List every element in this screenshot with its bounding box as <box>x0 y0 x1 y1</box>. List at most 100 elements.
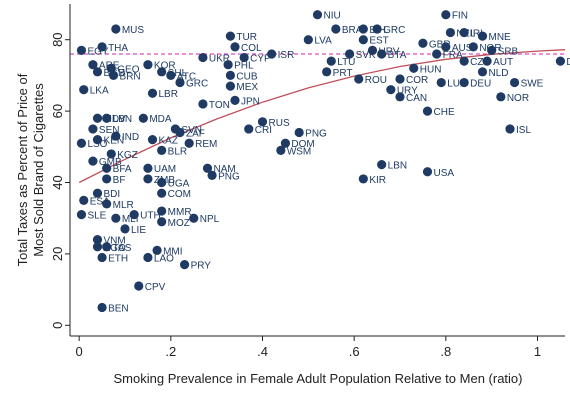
data-point <box>331 24 341 34</box>
data-point <box>92 135 103 145</box>
data-point <box>459 77 469 88</box>
data-point <box>459 56 469 66</box>
point-label: CHE <box>434 107 455 118</box>
data-point <box>138 113 148 123</box>
point-label: LBR <box>159 89 178 100</box>
point-label: GEO <box>117 64 139 75</box>
data-point <box>280 138 291 148</box>
point-label: SWE <box>521 79 544 90</box>
point-label: REM <box>195 139 217 150</box>
point-label: FIN <box>452 11 468 22</box>
data-point <box>92 188 103 198</box>
y-axis-title-line-1: Total Taxes as Percent of Price of <box>15 73 30 266</box>
point-label: WSM <box>287 146 311 157</box>
point-label: UTH <box>140 211 161 222</box>
point-label: SLE <box>87 211 106 222</box>
data-point <box>207 170 217 180</box>
point-label: COL <box>241 43 262 54</box>
data-point <box>157 206 167 216</box>
y-tick-label: 80 <box>50 32 65 46</box>
data-point <box>367 45 378 56</box>
data-point <box>97 252 107 263</box>
point-label: PRY <box>191 261 212 272</box>
data-point <box>129 210 139 220</box>
data-point <box>184 138 194 148</box>
point-label: BDI <box>104 189 121 200</box>
point-label: FRA <box>443 50 463 61</box>
data-point <box>432 49 442 59</box>
data-point <box>372 24 382 34</box>
y-tick-label: 20 <box>50 247 65 261</box>
x-tick-label: .4 <box>257 344 268 359</box>
data-point <box>409 63 419 73</box>
data-point <box>106 149 116 159</box>
data-point <box>92 113 103 123</box>
data-point <box>88 156 98 166</box>
x-tick-label: .8 <box>440 344 451 359</box>
point-label: ETH <box>108 253 128 264</box>
point-label: ZAF <box>186 129 205 140</box>
data-point <box>88 124 98 134</box>
data-point <box>230 42 240 52</box>
point-label: MLI <box>122 214 139 225</box>
data-point <box>422 106 433 116</box>
point-label: LVA <box>314 36 332 47</box>
x-axis-title: Smoking Prevalence in Female Adult Popul… <box>114 371 523 386</box>
point-label: URY <box>397 86 418 97</box>
x-tick-label: 1 <box>534 344 541 359</box>
point-label: ATC <box>177 71 196 82</box>
data-point <box>377 49 387 59</box>
data-point <box>358 35 368 45</box>
data-point <box>267 49 277 59</box>
data-point <box>157 67 167 77</box>
point-label: BEN <box>108 303 129 314</box>
data-point <box>102 113 112 123</box>
point-label: NOR <box>507 93 529 104</box>
data-point <box>354 74 364 84</box>
data-point <box>436 77 446 88</box>
point-label: TON <box>209 100 230 111</box>
point-label: MLR <box>113 200 134 211</box>
point-label: UAM <box>154 164 176 175</box>
data-point <box>225 70 236 80</box>
point-label: ZMB <box>154 175 175 186</box>
data-point <box>111 131 121 141</box>
point-label: LAO <box>154 253 174 264</box>
data-point <box>108 70 119 80</box>
axes: 0 20 40 60 80 0 .2 .4 .6 .8 1 <box>50 4 565 359</box>
data-point <box>111 213 121 223</box>
data-point <box>358 24 368 34</box>
point-label: SHL <box>168 68 188 79</box>
point-label: TUR <box>236 32 257 43</box>
data-point <box>147 88 158 98</box>
x-tick-label: .6 <box>349 344 360 359</box>
data-point <box>179 260 190 270</box>
data-point <box>422 167 433 177</box>
data-point <box>496 92 506 102</box>
data-point <box>257 117 268 127</box>
point-label: BGD <box>104 68 126 79</box>
point-label: BRN <box>120 71 141 82</box>
point-label: NPL <box>200 214 220 225</box>
data-point <box>166 70 176 80</box>
point-label: IRL <box>470 29 486 40</box>
data-point <box>445 27 456 38</box>
data-point <box>225 31 236 41</box>
data-point <box>395 92 405 102</box>
point-label: PRT <box>333 68 353 79</box>
data-point <box>509 77 520 88</box>
data-point <box>111 24 121 34</box>
data-point <box>322 67 332 77</box>
point-label: EST <box>369 36 388 47</box>
point-label: GRC <box>383 25 405 36</box>
data-point <box>344 49 355 59</box>
data-point <box>244 124 254 134</box>
data-point <box>223 60 233 70</box>
point-label: KEN <box>104 136 125 147</box>
data-point <box>102 199 112 209</box>
point-label: LSO <box>87 139 107 150</box>
plot-area: MUSTHAEGYAREBGDGEOBRNLKAKORSHLATCGRCLBRU… <box>70 10 570 314</box>
data-point <box>157 217 167 227</box>
data-point <box>143 163 153 173</box>
point-label: LTU <box>337 57 355 68</box>
